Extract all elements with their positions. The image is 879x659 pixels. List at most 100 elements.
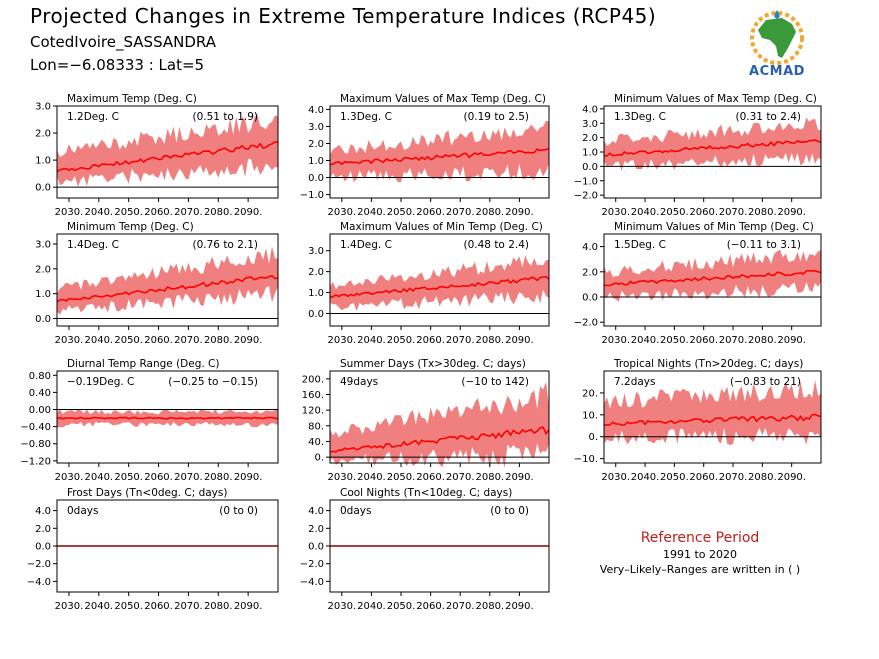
- x-tick-label: 2070.: [174, 472, 203, 483]
- x-tick-label: 2090.: [777, 472, 806, 483]
- uncertainty-band: [330, 381, 549, 468]
- y-tick-label: −1.0: [300, 190, 324, 201]
- chart-title: Diurnal Temp Range (Deg. C): [67, 358, 219, 370]
- chart-title: Cool Nights (Tn<10deg. C; days): [340, 487, 512, 499]
- y-tick-label: 0.00: [29, 405, 51, 416]
- x-tick-label: 2030.: [328, 601, 357, 612]
- y-tick-label: −2.0: [574, 318, 598, 329]
- y-tick-label: 3.0: [582, 119, 598, 130]
- x-tick-label: 2060.: [144, 472, 173, 483]
- reference-years: 1991 to 2020: [662, 548, 738, 561]
- x-tick-label: 2050.: [387, 335, 416, 346]
- y-tick-label: 3.0: [35, 239, 51, 250]
- y-tick-label: 2.0: [35, 524, 51, 535]
- chart-panel: 0. 40. 80. 120. 160. 200. 2030. 2040. 2050. 2060.…: [302, 358, 550, 483]
- range-label: (0.76 to 2.1): [193, 239, 259, 251]
- x-tick-label: 2050.: [114, 335, 143, 346]
- x-tick-label: 2060.: [144, 335, 173, 346]
- y-tick-label: 0.0: [35, 542, 51, 553]
- x-tick-label: 2090.: [505, 207, 534, 218]
- reference-period-box: Reference Period 1991 to 2020 Very–Likel…: [590, 530, 810, 576]
- y-tick-label: 0.0: [308, 309, 324, 320]
- x-tick-label: 2060.: [416, 207, 445, 218]
- uncertainty-band: [57, 246, 278, 315]
- chart-panel: −4.0 −2.0 0.0 2.0 4.0 2030. 2040. 2050. 2060. 207…: [27, 487, 279, 612]
- x-tick-label: 2050.: [387, 601, 416, 612]
- mean-line: [603, 269, 822, 287]
- x-tick-label: 2090.: [777, 207, 806, 218]
- x-tick-label: 2040.: [357, 472, 386, 483]
- x-tick-label: 2080.: [748, 207, 777, 218]
- x-tick-label: 2090.: [505, 335, 534, 346]
- y-tick-label: −2.0: [574, 191, 598, 202]
- x-tick-label: 2070.: [719, 472, 748, 483]
- location-label: CotedIvoire_SASSANDRA: [30, 33, 216, 51]
- plot-frame: [329, 370, 550, 464]
- x-tick-label: 2040.: [631, 472, 660, 483]
- y-tick-label: −2.0: [27, 559, 51, 570]
- range-label: (0 to 0): [490, 505, 529, 517]
- x-tick-label: 2090.: [505, 601, 534, 612]
- value-label: −0.19Deg. C: [67, 376, 134, 388]
- x-tick-label: 2040.: [84, 207, 113, 218]
- plot-frame: [329, 105, 550, 199]
- y-tick-label: 0.0: [35, 314, 51, 325]
- y-tick-label: 0.: [588, 432, 598, 443]
- x-tick-label: 2060.: [144, 601, 173, 612]
- y-tick-label: 0.40: [29, 388, 51, 399]
- y-tick-label: −1.0: [574, 176, 598, 187]
- y-tick-label: 120.: [302, 406, 324, 417]
- x-tick-label: 2090.: [234, 601, 263, 612]
- uncertainty-band: [604, 117, 821, 171]
- y-tick-label: 4.0: [308, 506, 324, 517]
- value-label: 0days: [340, 505, 371, 517]
- chart-panel: 0.0 1.0 2.0 3.0 2030. 2040. 2050. 2060. 2070. 208…: [308, 221, 550, 346]
- y-tick-label: 0.0: [308, 542, 324, 553]
- value-label: 1.4Deg. C: [340, 239, 392, 251]
- x-tick-label: 2030.: [601, 207, 630, 218]
- x-tick-label: 2090.: [777, 335, 806, 346]
- mean-line: [603, 413, 822, 426]
- chart-panel: −4.0 −2.0 0.0 2.0 4.0 2030. 2040. 2050. 2060. 207…: [300, 487, 550, 612]
- y-tick-label: 4.0: [582, 242, 598, 253]
- x-tick-label: 2080.: [204, 335, 233, 346]
- x-tick-label: 2070.: [719, 335, 748, 346]
- x-tick-label: 2070.: [719, 207, 748, 218]
- range-label: (−10 to 142): [461, 376, 529, 388]
- value-label: 1.2Deg. C: [67, 111, 119, 123]
- y-tick-label: 3.0: [308, 122, 324, 133]
- lonlat-label: Lon=−6.08333 : Lat=5: [30, 56, 205, 74]
- x-tick-label: 2050.: [660, 335, 689, 346]
- y-tick-label: 1.0: [308, 156, 324, 167]
- acmad-logo: ACMAD: [736, 8, 818, 82]
- y-tick-label: −4.0: [300, 577, 324, 588]
- x-tick-label: 2080.: [475, 601, 504, 612]
- y-tick-label: 1.0: [308, 288, 324, 299]
- mean-line: [56, 416, 279, 420]
- range-label: (−0.11 to 3.1): [727, 239, 801, 251]
- mean-line: [329, 147, 550, 166]
- x-tick-label: 2050.: [387, 207, 416, 218]
- x-tick-label: 2050.: [660, 207, 689, 218]
- x-tick-label: 2030.: [55, 207, 84, 218]
- chart-panel: 0.0 1.0 2.0 3.0 2030. 2040. 2050. 2060. 2070. 208…: [35, 93, 279, 218]
- y-tick-label: 0.0: [582, 162, 598, 173]
- y-tick-label: −10.: [574, 454, 598, 465]
- y-tick-label: 1.0: [35, 156, 51, 167]
- y-tick-label: 3.0: [35, 102, 51, 113]
- figure-title: Projected Changes in Extreme Temperature…: [30, 4, 657, 28]
- chart-title: Frost Days (Tn<0deg. C; days): [67, 487, 227, 499]
- value-label: 7.2days: [614, 376, 655, 388]
- chart-title: Maximum Temp (Deg. C): [67, 93, 197, 105]
- x-tick-label: 2030.: [601, 472, 630, 483]
- y-tick-label: 1.0: [582, 148, 598, 159]
- x-tick-label: 2030.: [601, 335, 630, 346]
- x-tick-label: 2080.: [475, 207, 504, 218]
- x-tick-label: 2070.: [446, 335, 475, 346]
- reference-note: Very–Likely–Ranges are written in ( ): [599, 563, 801, 576]
- x-tick-label: 2060.: [689, 472, 718, 483]
- x-tick-label: 2060.: [416, 601, 445, 612]
- y-tick-label: 2.0: [35, 129, 51, 140]
